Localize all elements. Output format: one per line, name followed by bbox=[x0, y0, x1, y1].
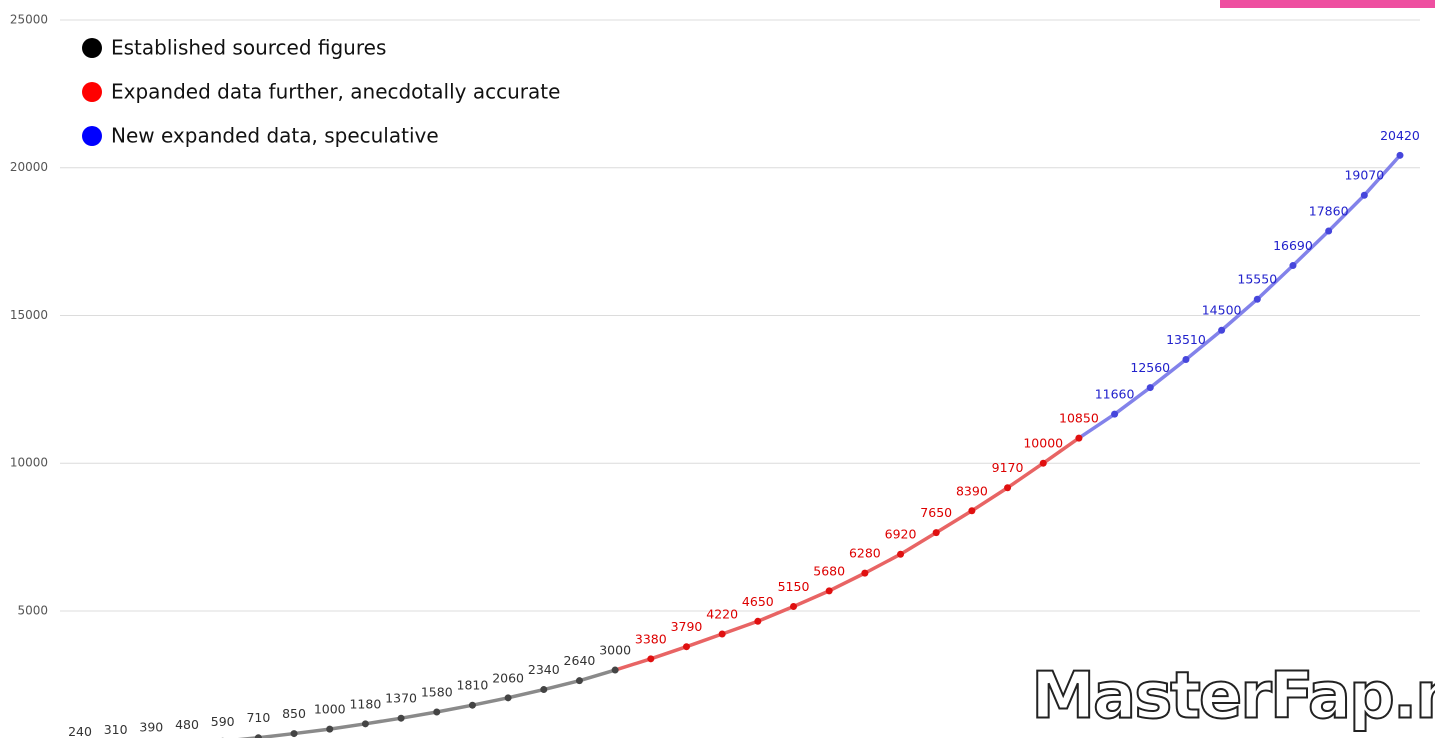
legend-marker bbox=[82, 38, 102, 58]
data-point bbox=[1075, 434, 1083, 442]
data-label: 480 bbox=[175, 717, 199, 732]
data-label: 13510 bbox=[1166, 332, 1206, 347]
y-tick-label: 10000 bbox=[10, 456, 48, 470]
banner bbox=[1220, 0, 1435, 8]
data-label: 7650 bbox=[920, 505, 952, 520]
data-point bbox=[575, 677, 583, 685]
data-label: 3000 bbox=[599, 643, 631, 658]
data-point bbox=[468, 701, 476, 709]
data-point bbox=[397, 714, 405, 722]
data-label: 6280 bbox=[849, 546, 881, 561]
legend-label: Expanded data further, anecdotally accur… bbox=[111, 80, 560, 104]
data-label: 8390 bbox=[956, 483, 988, 498]
data-point bbox=[1253, 295, 1261, 303]
data-point bbox=[825, 587, 833, 595]
data-label: 9170 bbox=[992, 460, 1024, 475]
data-point bbox=[1218, 326, 1226, 334]
data-point bbox=[1396, 151, 1404, 159]
y-tick-label: 25000 bbox=[10, 13, 48, 27]
legend-marker bbox=[82, 126, 102, 146]
data-label: 1180 bbox=[349, 696, 381, 711]
data-label: 1370 bbox=[385, 691, 417, 706]
data-point bbox=[754, 617, 762, 625]
data-point bbox=[1325, 227, 1333, 235]
data-label: 1580 bbox=[421, 684, 453, 699]
data-label: 10000 bbox=[1023, 436, 1063, 451]
data-label: 15550 bbox=[1237, 272, 1277, 287]
data-label: 4650 bbox=[742, 594, 774, 609]
watermark: MasterFap.net bbox=[1031, 660, 1435, 734]
data-point bbox=[1146, 384, 1154, 392]
legend-marker bbox=[82, 82, 102, 102]
data-label: 2060 bbox=[492, 670, 524, 685]
data-label: 240 bbox=[68, 724, 92, 738]
data-point bbox=[611, 666, 619, 674]
data-label: 19070 bbox=[1344, 168, 1384, 183]
y-tick-label: 15000 bbox=[10, 308, 48, 322]
data-point bbox=[433, 708, 441, 716]
data-label: 4220 bbox=[706, 606, 738, 621]
data-label: 5680 bbox=[813, 563, 845, 578]
data-point bbox=[682, 643, 690, 651]
data-label: 20420 bbox=[1380, 128, 1420, 143]
data-label: 12560 bbox=[1130, 360, 1170, 375]
data-point bbox=[326, 725, 334, 733]
data-point bbox=[504, 694, 512, 702]
data-point bbox=[290, 730, 298, 738]
data-point bbox=[540, 686, 548, 694]
data-point bbox=[718, 630, 726, 638]
data-point bbox=[647, 655, 655, 663]
data-label: 16690 bbox=[1273, 238, 1313, 253]
data-label: 10850 bbox=[1059, 411, 1099, 426]
data-point bbox=[790, 603, 798, 611]
data-point bbox=[361, 720, 369, 728]
data-label: 590 bbox=[211, 714, 235, 729]
data-point bbox=[968, 507, 976, 515]
data-label: 850 bbox=[282, 706, 306, 721]
data-label: 6920 bbox=[885, 527, 917, 542]
data-label: 5150 bbox=[778, 579, 810, 594]
y-tick-label: 20000 bbox=[10, 160, 48, 174]
data-label: 11660 bbox=[1095, 387, 1135, 402]
data-point bbox=[1039, 459, 1047, 467]
data-label: 710 bbox=[246, 710, 270, 725]
legend-label: New expanded data, speculative bbox=[111, 124, 439, 148]
legend-label: Established sourced figures bbox=[111, 36, 386, 60]
data-label: 1810 bbox=[457, 678, 489, 693]
data-point bbox=[897, 550, 905, 558]
data-point bbox=[254, 734, 262, 738]
data-label: 310 bbox=[104, 722, 128, 737]
data-label: 14500 bbox=[1202, 303, 1242, 318]
data-label: 390 bbox=[139, 720, 163, 735]
data-point bbox=[1182, 355, 1190, 363]
data-point bbox=[1111, 410, 1119, 418]
data-label: 1000 bbox=[314, 702, 346, 717]
connector bbox=[614, 657, 652, 672]
data-point bbox=[1360, 191, 1368, 199]
data-label: 17860 bbox=[1309, 203, 1349, 218]
data-point bbox=[861, 569, 869, 577]
data-label: 2640 bbox=[564, 653, 596, 668]
data-label: 2340 bbox=[528, 662, 560, 677]
data-point bbox=[932, 529, 940, 537]
data-point bbox=[1004, 484, 1012, 492]
data-label: 3790 bbox=[671, 619, 703, 634]
series-line bbox=[237, 668, 616, 738]
data-point bbox=[1289, 262, 1297, 270]
y-tick-label: 5000 bbox=[17, 603, 48, 617]
connector bbox=[1077, 412, 1116, 440]
data-label: 3380 bbox=[635, 631, 667, 646]
